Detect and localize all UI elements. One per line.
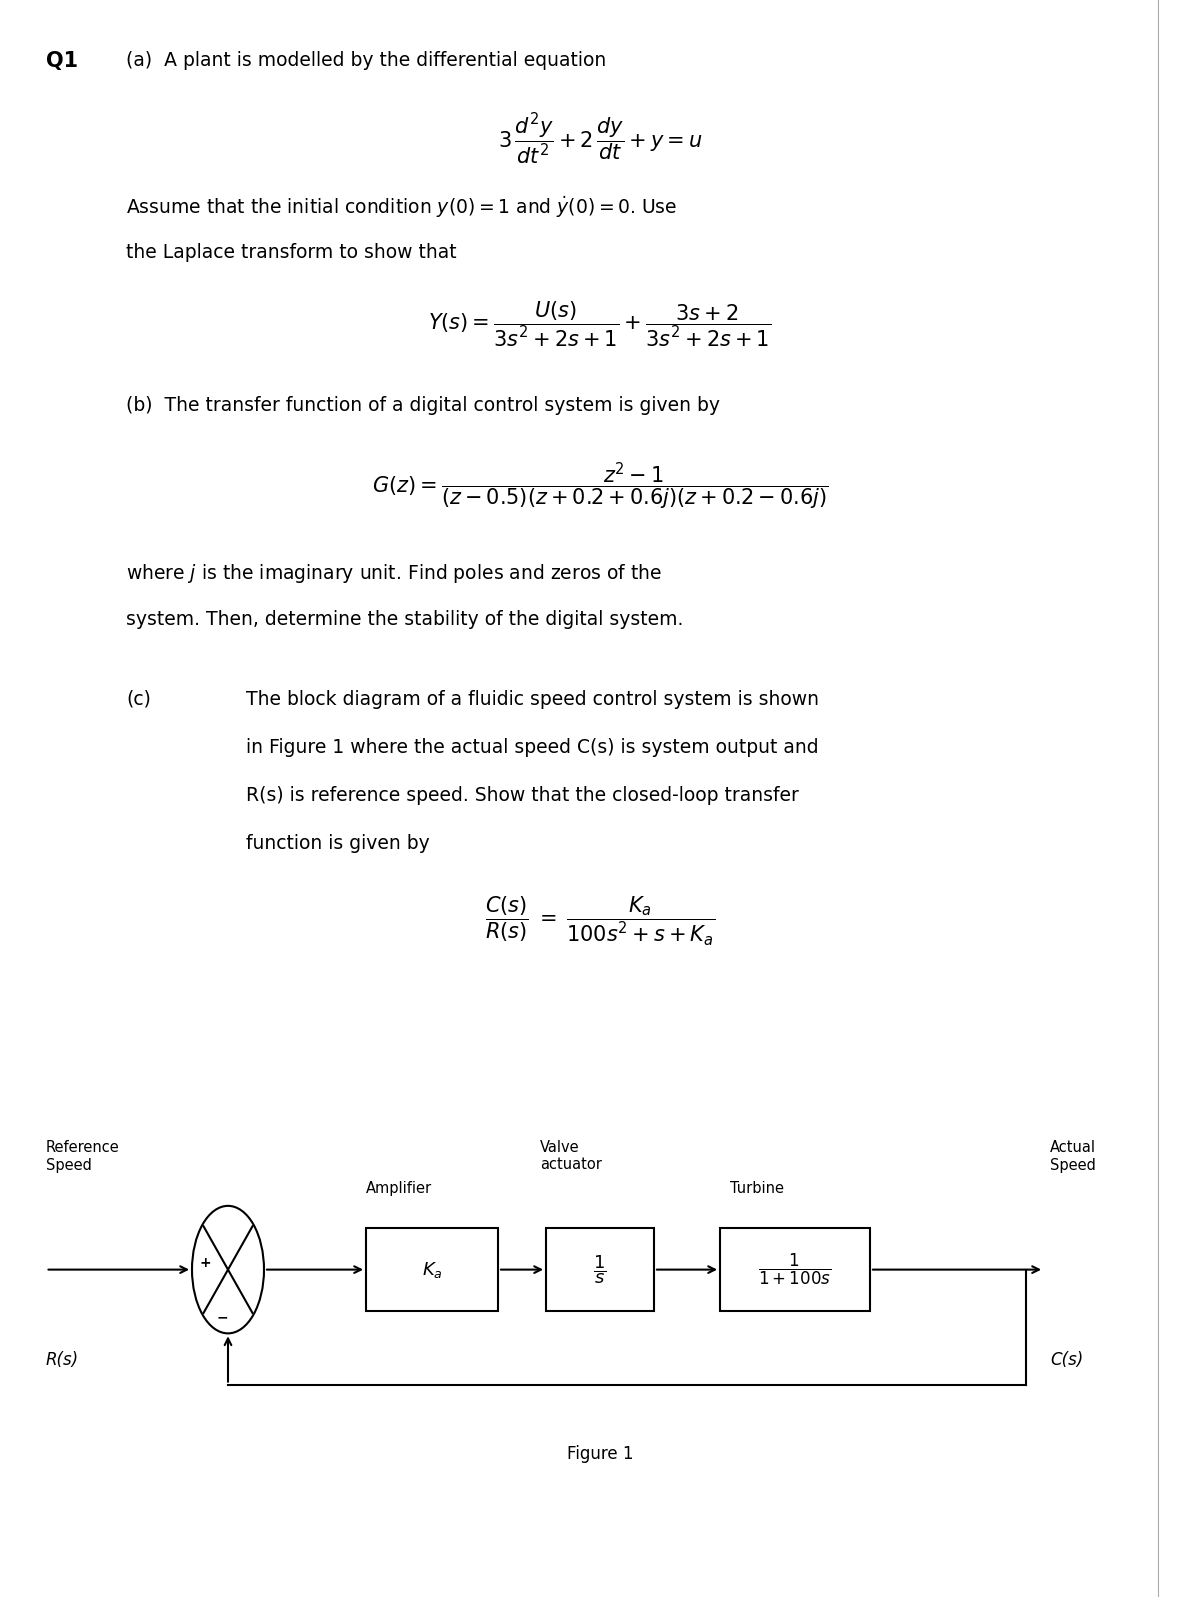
Text: Valve
actuator: Valve actuator [540,1140,602,1172]
Text: $3\,\dfrac{d^2y}{dt^2} + 2\,\dfrac{dy}{dt} + y = u$: $3\,\dfrac{d^2y}{dt^2} + 2\,\dfrac{dy}{d… [498,112,702,168]
Text: (a)  A plant is modelled by the differential equation: (a) A plant is modelled by the different… [126,51,606,70]
Text: $\dfrac{C(s)}{R(s)}\; =\; \dfrac{K_a}{100s^2 + s + K_a}$: $\dfrac{C(s)}{R(s)}\; =\; \dfrac{K_a}{10… [485,894,715,947]
Text: $\dfrac{1}{s}$: $\dfrac{1}{s}$ [593,1254,607,1286]
Text: Turbine: Turbine [730,1182,784,1196]
Text: C(s): C(s) [1050,1351,1084,1369]
Text: (c): (c) [126,690,151,709]
Bar [720,1228,870,1311]
Text: +: + [200,1257,211,1270]
Text: $Y(s) = \dfrac{U(s)}{3s^2 + 2s + 1} + \dfrac{3s + 2}{3s^2 + 2s + 1}$: $Y(s) = \dfrac{U(s)}{3s^2 + 2s + 1} + \d… [428,300,772,350]
Text: $G(z) = \dfrac{z^2 - 1}{(z - 0.5)(z + 0.2 + 0.6j)(z + 0.2 - 0.6j)}$: $G(z) = \dfrac{z^2 - 1}{(z - 0.5)(z + 0.… [372,460,828,511]
Text: Assume that the initial condition $y(0) = 1$ and $\dot{y}(0) = 0$. Use: Assume that the initial condition $y(0) … [126,195,677,220]
Text: The block diagram of a fluidic speed control system is shown: The block diagram of a fluidic speed con… [246,690,818,709]
Text: in Figure 1 where the actual speed C(s) is system output and: in Figure 1 where the actual speed C(s) … [246,738,818,757]
Text: R(s): R(s) [46,1351,79,1369]
Text: R(s) is reference speed. Show that the closed-loop transfer: R(s) is reference speed. Show that the c… [246,786,799,805]
Text: Actual
Speed: Actual Speed [1050,1140,1096,1172]
Text: the Laplace transform to show that: the Laplace transform to show that [126,243,457,262]
Text: system. Then, determine the stability of the digital system.: system. Then, determine the stability of… [126,610,683,629]
Text: Amplifier: Amplifier [366,1182,432,1196]
Bar [546,1228,654,1311]
Text: Q1: Q1 [46,51,78,72]
Text: where $j$ is the imaginary unit. Find poles and zeros of the: where $j$ is the imaginary unit. Find po… [126,562,662,585]
Text: $K_a$: $K_a$ [421,1260,443,1279]
Text: Figure 1: Figure 1 [566,1445,634,1463]
Text: Reference
Speed: Reference Speed [46,1140,119,1172]
Text: −: − [217,1311,228,1324]
Text: (b)  The transfer function of a digital control system is given by: (b) The transfer function of a digital c… [126,396,720,415]
Bar [366,1228,498,1311]
Text: function is given by: function is given by [246,834,430,853]
Text: $\dfrac{1}{1+100s}$: $\dfrac{1}{1+100s}$ [758,1252,832,1287]
